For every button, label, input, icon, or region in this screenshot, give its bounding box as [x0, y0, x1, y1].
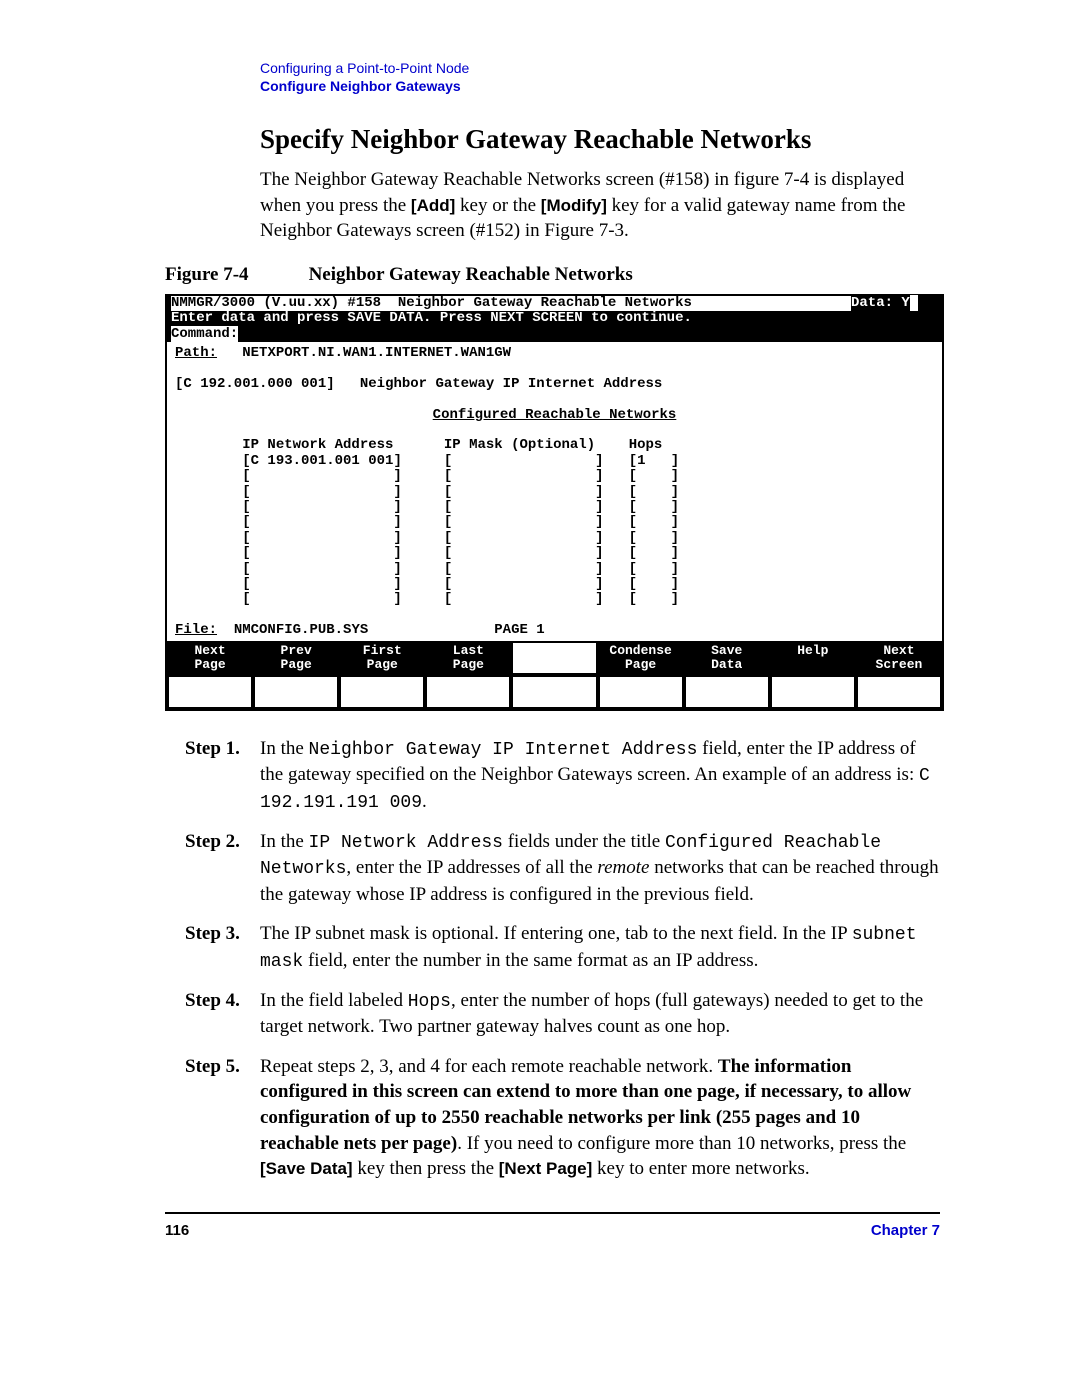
- figure-caption: Figure 7-4Neighbor Gateway Reachable Net…: [165, 264, 940, 286]
- function-key: Next Page: [167, 641, 253, 676]
- terminal-screenshot: NMMGR/3000 (V.uu.xx) #158 Neighbor Gatew…: [165, 294, 944, 711]
- step-item: Step 5.Repeat steps 2, 3, and 4 for each…: [185, 1054, 940, 1182]
- intro-paragraph: The Neighbor Gateway Reachable Networks …: [260, 167, 940, 244]
- breadcrumb-line2: Configure Neighbor Gateways: [260, 78, 940, 94]
- function-key: Help: [770, 641, 856, 676]
- function-key: [511, 641, 597, 676]
- step-item: Step 1.In the Neighbor Gateway IP Intern…: [185, 736, 940, 815]
- function-key: First Page: [339, 641, 425, 676]
- function-key: Next Screen: [856, 641, 942, 676]
- page-footer: 116 Chapter 7: [165, 1212, 940, 1239]
- function-key-row-blank: [167, 675, 942, 709]
- chapter-label: Chapter 7: [871, 1222, 940, 1239]
- page-number: 116: [165, 1222, 189, 1239]
- function-key: Last Page: [425, 641, 511, 676]
- breadcrumb-line1: Configuring a Point-to-Point Node: [260, 60, 940, 76]
- function-key-row: Next PagePrev PageFirst PageLast Page Con…: [167, 641, 942, 676]
- step-item: Step 4.In the field labeled Hops, enter …: [185, 988, 940, 1040]
- steps-list: Step 1.In the Neighbor Gateway IP Intern…: [185, 736, 940, 1182]
- section-title: Specify Neighbor Gateway Reachable Netwo…: [260, 124, 940, 155]
- function-key: Condense Page: [598, 641, 684, 676]
- step-item: Step 3.The IP subnet mask is optional. I…: [185, 921, 940, 974]
- function-key: Save Data: [684, 641, 770, 676]
- step-item: Step 2.In the IP Network Address fields …: [185, 829, 940, 907]
- function-key: Prev Page: [253, 641, 339, 676]
